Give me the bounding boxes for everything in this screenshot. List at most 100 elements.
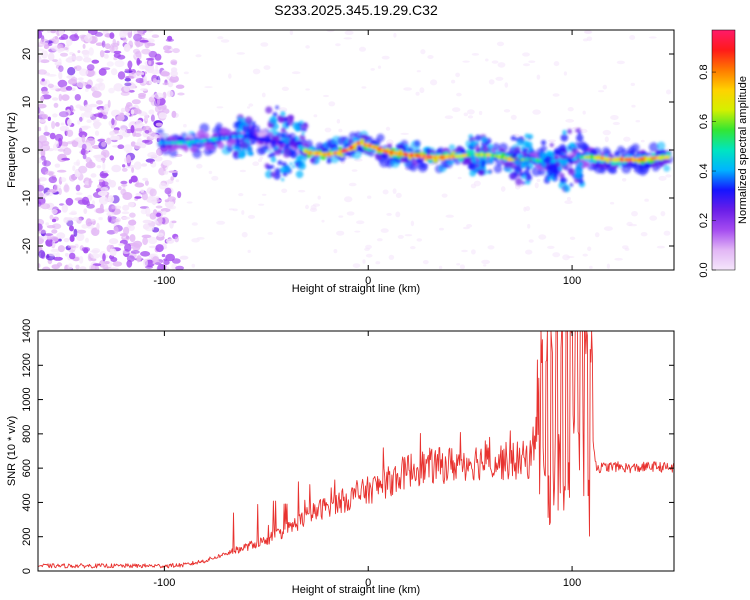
noise-blob bbox=[46, 234, 52, 241]
noise-blob bbox=[135, 50, 142, 58]
noise-blob bbox=[149, 80, 152, 85]
noise-blob bbox=[122, 204, 130, 211]
noise-blob bbox=[142, 219, 152, 224]
noise-blob bbox=[67, 263, 73, 270]
noise-blob bbox=[124, 68, 130, 72]
noise-blob bbox=[157, 232, 164, 238]
noise-blob bbox=[172, 48, 180, 54]
noise-blob bbox=[123, 84, 130, 92]
noise-blob bbox=[658, 175, 667, 181]
noise-blob bbox=[82, 154, 87, 160]
noise-blob bbox=[538, 234, 547, 240]
ridge-cell bbox=[240, 141, 248, 149]
noise-blob bbox=[471, 53, 480, 56]
ridge-cell bbox=[481, 136, 488, 143]
noise-blob bbox=[75, 264, 80, 270]
noise-blob bbox=[261, 92, 266, 98]
noise-blob bbox=[649, 215, 658, 221]
ridge-band bbox=[156, 105, 674, 193]
noise-blob bbox=[438, 265, 443, 270]
ridge-cell bbox=[282, 149, 291, 158]
ridge-cell bbox=[282, 171, 288, 177]
noise-blob bbox=[510, 114, 517, 120]
ridge-cell bbox=[469, 140, 477, 148]
noise-blob bbox=[132, 108, 141, 115]
ridge-cell bbox=[517, 154, 524, 160]
noise-blob bbox=[393, 32, 397, 38]
noise-blob bbox=[122, 216, 131, 220]
noise-blob bbox=[130, 250, 140, 254]
noise-blob bbox=[305, 45, 310, 49]
noise-blob bbox=[152, 78, 157, 83]
noise-blob bbox=[163, 170, 169, 175]
noise-blob bbox=[43, 131, 50, 136]
noise-blob bbox=[359, 46, 366, 52]
noise-blob bbox=[382, 189, 389, 195]
noise-blob bbox=[77, 50, 81, 54]
noise-blob bbox=[67, 55, 78, 61]
noise-blob bbox=[503, 109, 511, 113]
noise-blob bbox=[69, 225, 74, 232]
noise-blob bbox=[258, 203, 265, 206]
noise-blob bbox=[386, 139, 394, 145]
noise-blob bbox=[103, 170, 110, 174]
noise-blob bbox=[228, 73, 232, 79]
ridge-cell bbox=[513, 152, 518, 157]
ridge-cell bbox=[614, 150, 621, 157]
ridge-cell bbox=[558, 165, 563, 171]
noise-blob bbox=[367, 195, 372, 199]
ridge-cell bbox=[239, 151, 246, 158]
ridge-cell bbox=[574, 166, 583, 175]
ridge-cell bbox=[237, 116, 242, 121]
ridge-cell bbox=[540, 145, 548, 153]
noise-blob bbox=[528, 60, 536, 63]
noise-blob bbox=[196, 163, 203, 169]
spectrogram-x-axis-label: Height of straight line (km) bbox=[292, 283, 420, 295]
noise-blob bbox=[640, 232, 648, 237]
noise-blob bbox=[150, 114, 155, 122]
noise-blob bbox=[64, 252, 69, 257]
snr-y-tick-label: 1200 bbox=[21, 353, 33, 377]
noise-blob bbox=[40, 155, 46, 161]
noise-blob bbox=[481, 259, 490, 265]
noise-blob bbox=[177, 92, 185, 96]
ridge-cell bbox=[242, 124, 251, 133]
noise-blob bbox=[523, 63, 530, 67]
noise-blob bbox=[345, 156, 350, 160]
ridge-cell bbox=[289, 162, 293, 166]
noise-blob bbox=[154, 196, 160, 199]
spectrogram-y-tick-label: 0 bbox=[21, 147, 33, 153]
noise-blob bbox=[305, 88, 310, 91]
noise-blob bbox=[415, 91, 420, 96]
ridge-cell bbox=[527, 133, 534, 140]
ridge-cell bbox=[575, 129, 579, 133]
noise-blob bbox=[38, 191, 44, 199]
snr-x-tick-label: 0 bbox=[365, 577, 371, 589]
noise-blob bbox=[45, 222, 49, 226]
ridge-cell bbox=[501, 152, 506, 157]
ridge-cell bbox=[270, 171, 276, 178]
noise-blob bbox=[175, 179, 180, 183]
noise-blob bbox=[143, 258, 148, 268]
ridge-cell bbox=[561, 160, 565, 164]
noise-blob bbox=[120, 188, 127, 196]
noise-blob bbox=[85, 218, 92, 227]
noise-blob bbox=[606, 263, 611, 269]
noise-blob bbox=[85, 161, 96, 169]
noise-blob bbox=[51, 121, 56, 129]
noise-blob bbox=[38, 126, 42, 132]
noise-blob bbox=[386, 212, 392, 216]
noise-blob bbox=[153, 209, 158, 215]
ridge-cell bbox=[247, 146, 252, 151]
noise-blob bbox=[361, 86, 367, 89]
noise-blob bbox=[101, 181, 109, 187]
noise-blob bbox=[584, 30, 593, 34]
noise-blob bbox=[137, 137, 143, 147]
noise-blob bbox=[216, 220, 226, 225]
noise-blob bbox=[104, 261, 110, 265]
noise-blob bbox=[239, 169, 247, 173]
noise-blob bbox=[263, 65, 271, 70]
noise-blob bbox=[532, 109, 541, 115]
noise-blob bbox=[53, 102, 59, 108]
